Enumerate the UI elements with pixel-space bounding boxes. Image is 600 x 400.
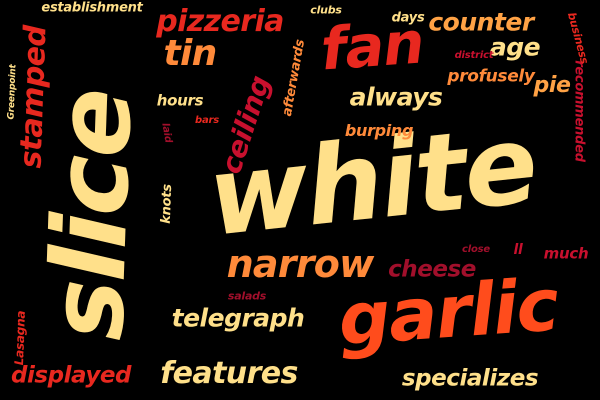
word-telegraph: telegraph <box>171 303 305 333</box>
word-pie: pie <box>533 73 571 98</box>
word-tin: tin <box>163 33 217 74</box>
word-ll: ll <box>513 242 523 258</box>
word-profusely: profusely <box>447 66 535 87</box>
word-recommended: recommended <box>571 60 587 162</box>
word-afterwards: afterwards <box>279 38 309 118</box>
word-clubs: clubs <box>310 3 342 17</box>
word-much: much <box>543 244 589 263</box>
word-narrow: narrow <box>226 242 375 286</box>
word-close: close <box>462 244 490 255</box>
word-lasagna: Lasagna <box>12 310 28 366</box>
word-days: days <box>391 10 425 26</box>
word-establishment: establishment <box>41 0 143 16</box>
word-stamped: stamped <box>13 25 54 169</box>
word-slice: slice <box>27 87 156 343</box>
word-burping: burping <box>344 121 414 140</box>
word-salads: salads <box>227 289 267 303</box>
word-pizzeria: pizzeria <box>156 4 284 39</box>
word-district: district <box>454 50 494 61</box>
word-laid: laid <box>159 122 174 144</box>
word-features: features <box>160 356 298 391</box>
word-displayed: displayed <box>10 362 132 389</box>
word-knots: knots <box>158 184 176 224</box>
word-business: business <box>564 10 592 66</box>
word-specializes: specializes <box>401 365 539 392</box>
word-counter: counter <box>428 7 534 37</box>
word-age: age <box>489 32 541 62</box>
word-always: always <box>349 82 443 112</box>
word-bars: bars <box>195 115 219 126</box>
word-hours: hours <box>156 91 204 110</box>
word-greenpoint: Greenpoint <box>6 64 19 120</box>
word-cheese: cheese <box>388 256 476 283</box>
